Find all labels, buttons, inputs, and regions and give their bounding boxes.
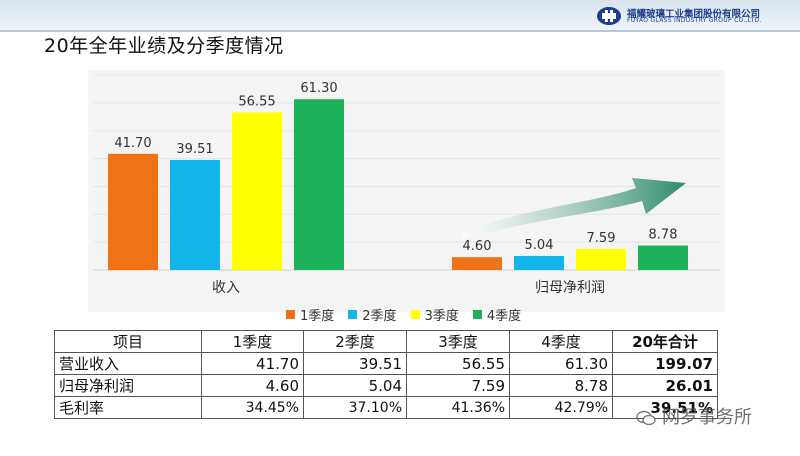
bar-3-1 [232,112,282,270]
legend-label: 3季度 [424,309,459,324]
table-header-q1: 1季度 [201,330,304,353]
wechat-icon [636,410,656,426]
company-logo: 福耀玻璃工业集团股份有限公司 FUYAO GLASS INDUSTRY GROU… [596,6,786,26]
cell-total: 199.07 [612,352,718,375]
cell-value: 5.04 [303,374,407,397]
data-label: 56.55 [238,94,275,109]
data-label: 4.60 [463,239,492,254]
cell-value: 8.78 [509,374,613,397]
legend-label: 4季度 [486,309,522,324]
cell-value: 34.45% [201,396,304,419]
growth-arrow [462,178,686,240]
table-header-q4: 4季度 [509,330,613,353]
category-label: 收入 [212,280,240,296]
legend-swatch [472,310,482,319]
cell-total: 26.01 [612,374,718,397]
watermark: 网罗事务所 [636,403,752,429]
legend-swatch [286,310,295,319]
cell-value: 61.30 [509,352,613,375]
legend-item: 3季度 [410,305,459,324]
cell-value: 56.55 [406,352,510,375]
bar-2-1 [170,159,220,270]
data-label: 5.04 [525,238,554,253]
legend-swatch [348,310,358,319]
data-label: 41.70 [114,136,151,151]
table-row: 归母净利润 4.60 5.04 7.59 8.78 26.01 [54,374,718,397]
legend-item: 1季度 [286,305,334,324]
results-table: 项目 1季度 2季度 3季度 4季度 20年合计 营业收入 41.70 39.5… [54,330,718,419]
bar-3-2 [576,248,626,270]
chart-legend: 1季度 2季度 3季度 4季度 [286,305,521,324]
page-title: 20年全年业绩及分季度情况 [44,35,284,57]
cell-value: 37.10% [303,396,407,419]
data-label: 61.30 [300,81,337,96]
bar-1-1 [108,153,158,270]
legend-label: 2季度 [362,309,397,324]
header-bar [0,0,800,30]
table-header-total: 20年合计 [612,330,718,353]
table-row: 毛利率 34.45% 37.10% 41.36% 42.79% 39.51% [54,396,718,419]
cell-value: 41.70 [201,352,304,375]
table-header-row: 项目 1季度 2季度 3季度 4季度 20年合计 [54,330,718,353]
data-label: 39.51 [176,142,213,157]
legend-item: 4季度 [472,305,522,324]
company-name: 福耀玻璃工业集团股份有限公司 [627,9,761,20]
cell-value: 39.51 [303,352,407,375]
cell-value: 7.59 [406,374,510,397]
company-name-en: FUYAO GLASS INDUSTRY GROUP CO.,LTD. [627,17,762,24]
table-header-q3: 3季度 [406,330,510,353]
data-label: 7.59 [587,231,616,246]
table-row: 营业收入 41.70 39.51 56.55 61.30 199.07 [54,352,718,375]
cell-value: 4.60 [201,374,304,397]
data-label: 8.78 [649,228,678,243]
table-header-item: 项目 [54,330,202,353]
company-logo-icon [597,7,621,25]
cell-value: 42.79% [509,396,613,419]
row-label: 营业收入 [54,352,202,375]
legend-item: 2季度 [348,305,397,324]
table-header-q2: 2季度 [303,330,407,353]
bar-1-2 [452,257,502,270]
header-divider [0,30,800,32]
category-label: 归母净利润 [535,279,605,296]
bar-2-2 [514,255,564,270]
cell-value: 41.36% [406,396,510,419]
legend-label: 1季度 [300,309,335,324]
bar-4-2 [638,245,688,270]
watermark-text: 网罗事务所 [662,407,752,428]
row-label: 归母净利润 [54,374,202,397]
legend-swatch [410,310,420,319]
bar-4-1 [294,99,344,270]
row-label: 毛利率 [54,396,202,419]
